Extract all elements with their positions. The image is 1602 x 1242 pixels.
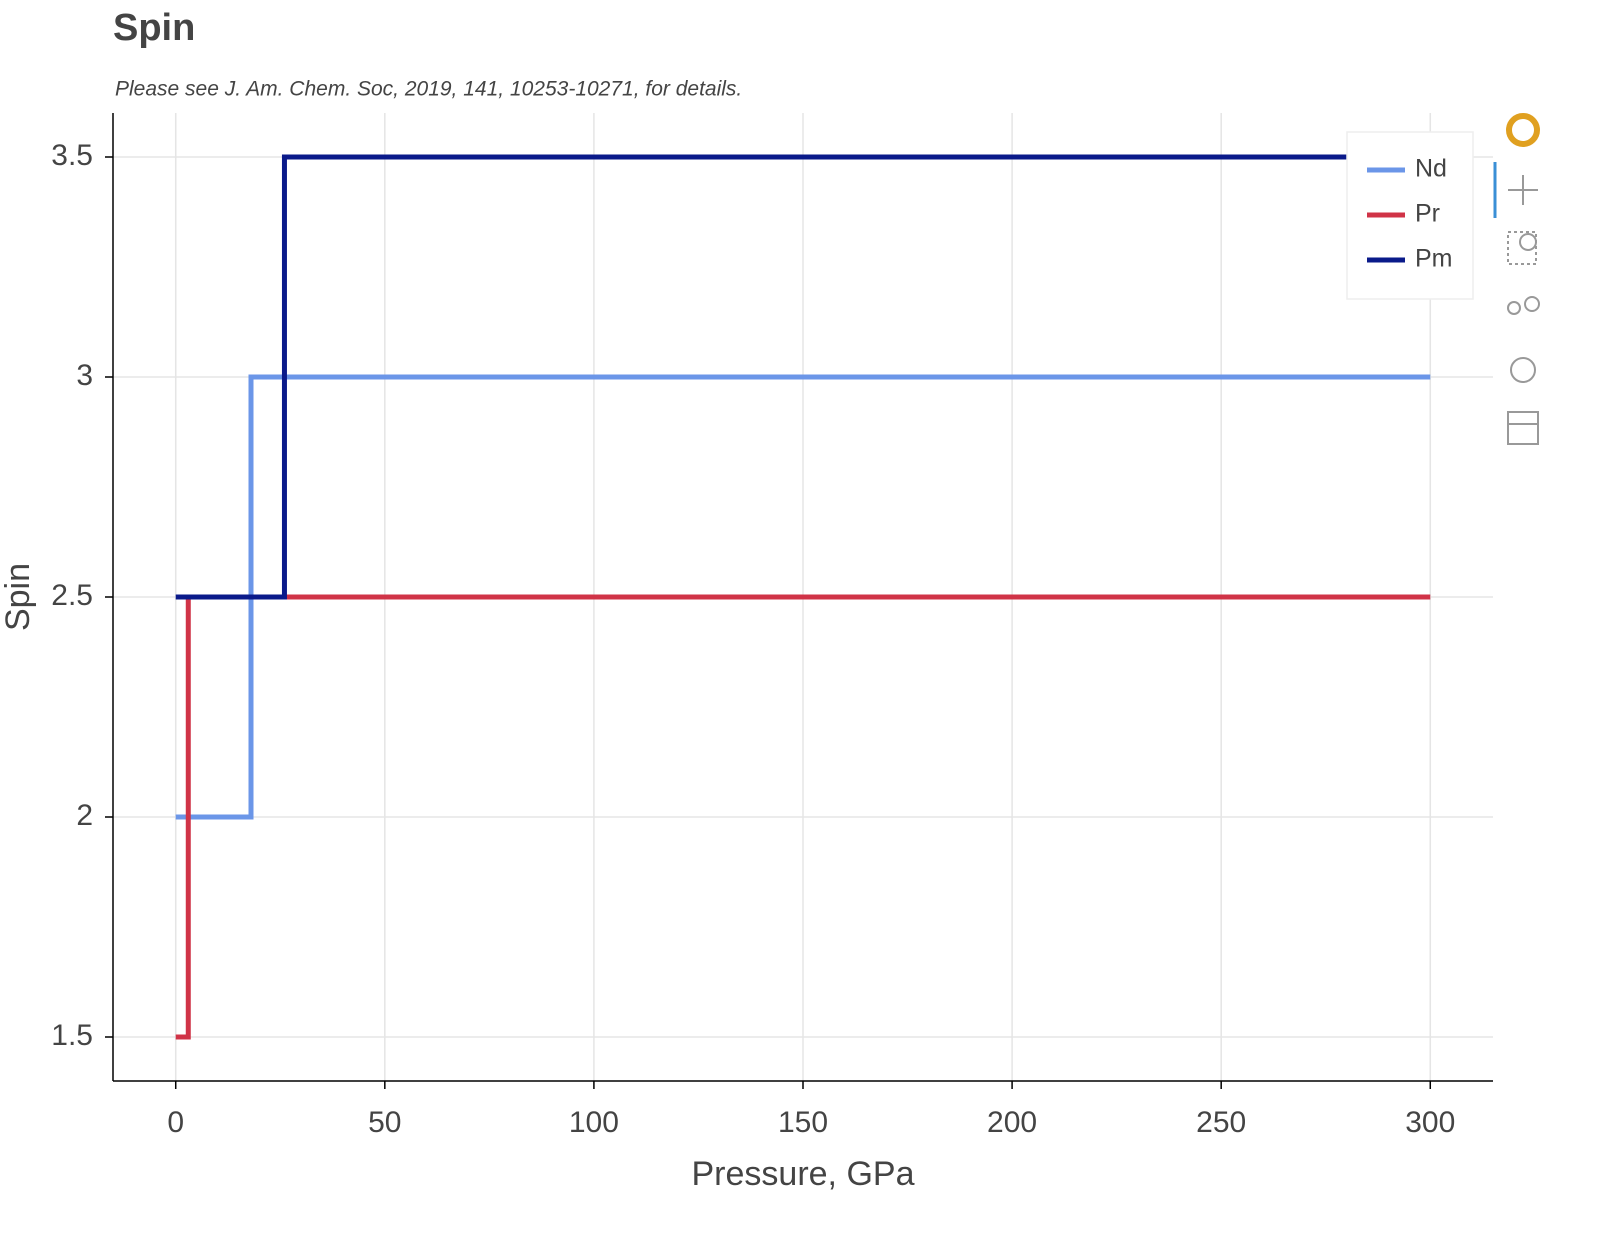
box-zoom-tool[interactable] — [1507, 231, 1537, 265]
x-tick-label: 0 — [167, 1106, 184, 1139]
reset-tool[interactable] — [1510, 357, 1536, 383]
x-tick-label: 300 — [1405, 1106, 1455, 1139]
legend-label: Pr — [1415, 200, 1440, 228]
x-tick-label: 150 — [778, 1106, 828, 1139]
logo[interactable] — [1506, 113, 1540, 147]
y-tick-label: 2 — [76, 799, 93, 832]
y-tick-label: 3 — [76, 359, 93, 392]
toolbar — [1493, 113, 1540, 445]
pan-tool[interactable] — [1508, 175, 1538, 205]
y-axis-label: Spin — [0, 563, 37, 631]
x-tick-label: 250 — [1196, 1106, 1246, 1139]
legend-label: Pm — [1415, 245, 1453, 273]
series-line — [175, 594, 1431, 1040]
x-tick-label: 100 — [569, 1106, 619, 1139]
chart-title: Spin — [113, 7, 195, 49]
x-axis-label: Pressure, GPa — [692, 1155, 915, 1193]
y-tick-label: 3.5 — [51, 139, 93, 172]
wheel-zoom-tool[interactable] — [1507, 296, 1540, 315]
legend-box — [1346, 131, 1474, 300]
y-tick-label: 2.5 — [51, 579, 93, 612]
chart-subtitle: Please see J. Am. Chem. Soc, 2019, 141, … — [115, 78, 742, 101]
save-tool[interactable] — [1507, 411, 1539, 445]
x-tick-label: 200 — [987, 1106, 1037, 1139]
legend-label: Nd — [1415, 155, 1447, 183]
series-line — [175, 154, 1431, 600]
y-tick-label: 1.5 — [51, 1019, 93, 1052]
x-tick-label: 50 — [368, 1106, 401, 1139]
